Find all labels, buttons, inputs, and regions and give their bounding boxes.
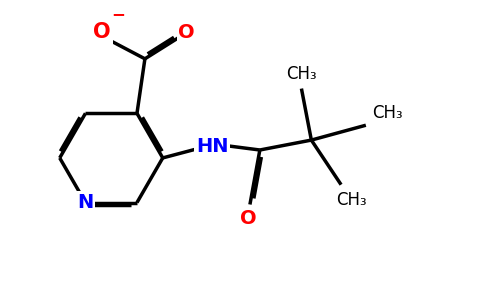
Text: N: N (77, 193, 93, 212)
Text: CH₃: CH₃ (286, 65, 317, 83)
Text: O: O (240, 209, 256, 228)
Text: CH₃: CH₃ (372, 104, 403, 122)
Text: O: O (178, 22, 195, 42)
Text: −: − (111, 5, 125, 23)
Text: O: O (93, 22, 111, 42)
Text: CH₃: CH₃ (336, 190, 366, 208)
Text: HN: HN (196, 136, 228, 155)
